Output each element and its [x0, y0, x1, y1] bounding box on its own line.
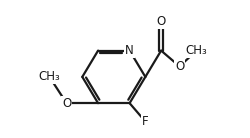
- Text: O: O: [62, 97, 71, 110]
- Text: O: O: [156, 15, 166, 28]
- Text: N: N: [125, 44, 134, 57]
- Text: O: O: [175, 60, 184, 73]
- Text: CH₃: CH₃: [38, 70, 60, 83]
- Text: CH₃: CH₃: [186, 44, 208, 57]
- Text: F: F: [142, 115, 149, 128]
